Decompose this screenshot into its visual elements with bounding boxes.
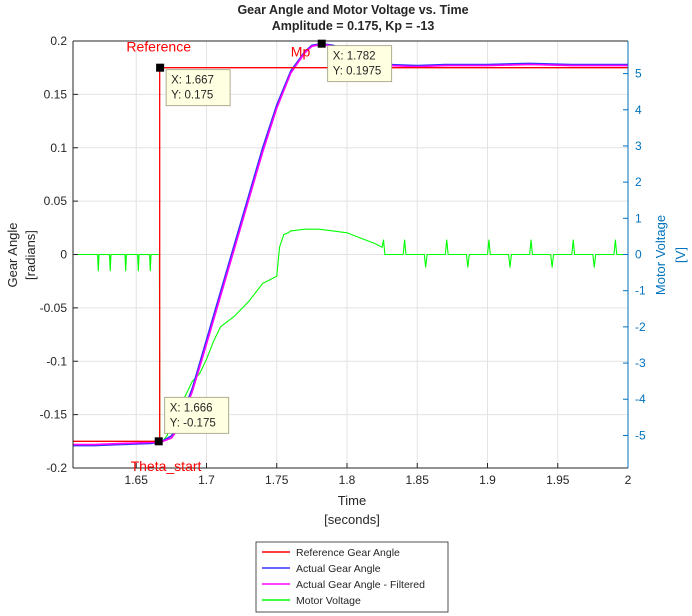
y-left-tick-label: 0.05 [44,194,68,208]
y-left-tick-label: 0 [60,248,67,262]
legend-label: Reference Gear Angle [296,547,400,559]
y-right-tick-label: 0 [635,248,642,262]
datatip-box [165,69,231,107]
y-right-tick-label: 3 [635,139,642,153]
y-left-unit: [radians] [23,230,38,280]
x-tick-label: 1.75 [265,473,289,487]
y-left-tick-label: 0.1 [50,141,67,155]
y-left-tick-label: -0.2 [46,461,67,475]
y-left-tick-label: 0.2 [50,34,67,48]
x-tick-label: 1.95 [546,473,570,487]
series-line-reference [73,67,628,442]
x-tick-label: 1.9 [479,473,496,487]
annotations: Reference Mp Theta_start [126,38,310,474]
y-left-tick-label: -0.15 [40,408,68,422]
datatip-marker [154,437,163,446]
series-line-actual [73,42,628,447]
legend-label: Actual Gear Angle - Filtered [296,579,425,591]
datatip-text: X: 1.782 [333,51,376,63]
annotation-label: Reference [126,38,191,54]
datatip-box [327,45,393,83]
series-line-filtered [73,43,628,446]
y-right-unit: [V] [673,247,688,263]
annotation-label: Theta_start [131,458,202,474]
x-tick-label: 1.85 [406,473,430,487]
datatip-marker [317,39,326,48]
datatip-text: X: 1.666 [170,402,213,414]
legend: Reference Gear Angle Actual Gear Angle Act… [255,541,449,613]
y-right-tick-label: -5 [635,428,646,442]
y-right-tick-label: -1 [635,284,646,298]
chart-subtitle: Amplitude = 0.175, Kp = -13 [272,19,435,33]
series-line-voltage [73,228,628,446]
datatip-markers: X: 1.667 Y: 0.175 X: 1.666 Y: -0.175 X: 1.78… [154,39,393,446]
datatip-text: Y: 0.175 [171,90,213,102]
axes [72,40,629,469]
y-right-tick-label: -3 [635,356,646,370]
x-axis-label: Time [338,493,366,508]
y-left-tick-label: -0.1 [46,354,67,368]
x-tick-label: 1.65 [125,473,149,487]
tick-labels: 1.65 1.7 1.75 1.8 1.85 1.9 1.95 2 -0.2 -0.15 -0.1 -… [40,34,646,487]
y-left-label: Gear Angle [5,222,20,287]
datatip-text: X: 1.667 [171,75,214,87]
y-left-tick-label: 0.15 [44,87,68,101]
datatip-marker [156,63,165,72]
x-tick-label: 1.7 [198,473,215,487]
datatip-text: Y: 0.1975 [333,66,382,78]
legend-label: Actual Gear Angle [296,563,381,575]
y-right-tick-label: -4 [635,392,646,406]
y-left-tick-label: -0.05 [40,301,68,315]
y-right-tick-label: 4 [635,103,642,117]
y-right-tick-label: 5 [635,67,642,81]
datatip-box [164,396,230,434]
plot-lines [73,42,628,447]
y-right-tick-label: -2 [635,320,646,334]
x-tick-label: 1.8 [339,473,356,487]
y-right-tick-label: 1 [635,211,642,225]
datatip-text: Y: -0.175 [170,417,216,429]
annotation-label: Mp [291,44,311,60]
x-axis-unit: [seconds] [324,512,380,527]
y-right-label: Motor Voltage [653,215,668,295]
chart-title: Gear Angle and Motor Voltage vs. Time [237,3,468,17]
legend-label: Motor Voltage [296,595,361,607]
y-right-tick-label: 2 [635,175,642,189]
x-tick-label: 2 [625,473,632,487]
